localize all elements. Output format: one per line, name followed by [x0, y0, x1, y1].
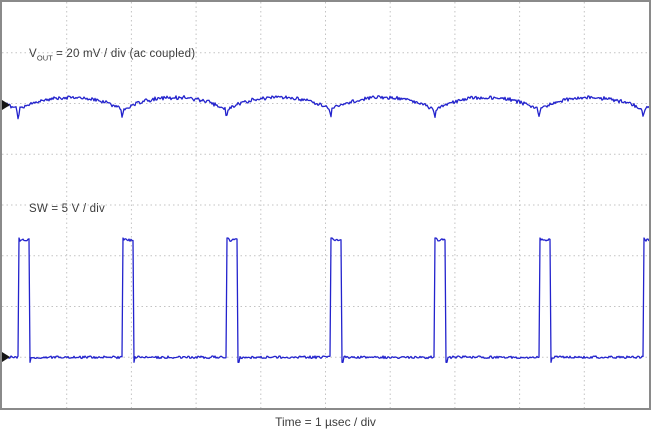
- ch1-reference-arrow-icon: [2, 100, 10, 110]
- timebase-label: Time = 1 µsec / div: [275, 415, 376, 429]
- scope-canvas: [2, 2, 649, 408]
- scope-plot-area: VOUT = 20 mV / div (ac coupled) SW = 5 V…: [0, 0, 651, 410]
- vout-symbol: V: [29, 48, 37, 60]
- vout-scale-label: VOUT = 20 mV / div (ac coupled): [29, 48, 195, 62]
- sw-scale-label: SW = 5 V / div: [29, 203, 105, 215]
- vout-scale-text: = 20 mV / div (ac coupled): [52, 48, 196, 60]
- ch2-reference-arrow-icon: [2, 352, 10, 362]
- vout-subscript: OUT: [36, 53, 53, 63]
